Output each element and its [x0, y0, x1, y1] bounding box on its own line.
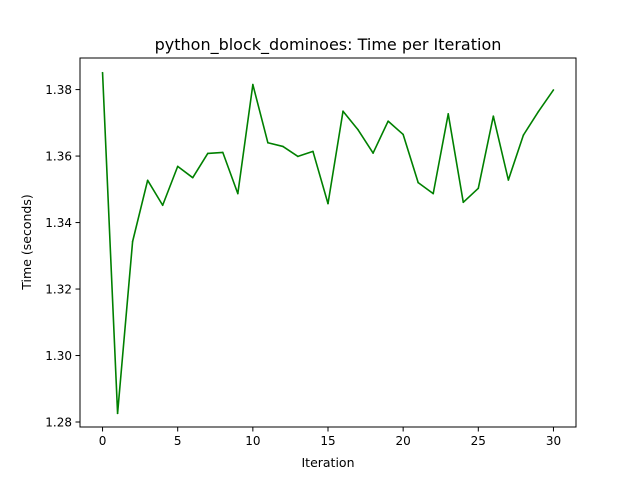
data-point	[537, 110, 540, 113]
data-point	[522, 134, 525, 136]
x-tick-label: 30	[546, 434, 561, 448]
y-axis-label: Time (seconds)	[19, 194, 34, 290]
data-point	[252, 83, 254, 86]
data-point	[372, 152, 374, 154]
data-point	[237, 192, 239, 195]
data-point	[387, 120, 389, 122]
x-tick-label: 20	[396, 434, 411, 448]
data-point	[357, 129, 359, 131]
data-point	[552, 89, 555, 91]
y-tick-label: 1.34	[45, 216, 72, 230]
data-point	[282, 145, 284, 148]
x-tick-label: 15	[320, 434, 335, 448]
y-tick-label: 1.36	[45, 150, 72, 164]
data-point	[191, 176, 194, 179]
x-tick-label: 0	[99, 434, 107, 448]
data-point	[447, 113, 450, 115]
y-tick-label: 1.30	[45, 349, 72, 363]
data-point	[432, 192, 435, 195]
plot-frame	[79, 57, 577, 428]
data-point	[267, 141, 269, 144]
data-point	[116, 412, 119, 415]
data-point	[417, 181, 419, 184]
y-tick-label: 1.28	[45, 416, 72, 430]
data-point	[402, 133, 404, 136]
data-point	[176, 165, 179, 168]
data-point	[492, 115, 495, 117]
data-point	[146, 179, 149, 182]
x-tick-label: 5	[174, 434, 182, 448]
data-point	[477, 187, 480, 190]
data-point	[221, 151, 224, 154]
y-axis-ticks: 1.28 1.30 1.32 1.34 1.36 1.38	[45, 83, 80, 430]
x-tick-label: 10	[245, 434, 260, 448]
y-tick-label: 1.32	[45, 283, 72, 297]
data-point	[327, 202, 329, 205]
data-point	[161, 204, 164, 207]
data-point	[206, 152, 209, 155]
x-axis-ticks: 0 5 10 15 20 25 30	[99, 427, 561, 448]
data-point	[297, 155, 299, 158]
data-point	[312, 150, 314, 153]
y-tick-label: 1.38	[45, 83, 72, 97]
data-point	[342, 110, 344, 112]
x-axis-label: Iteration	[301, 455, 354, 470]
series-layer	[101, 71, 555, 415]
data-point	[462, 201, 465, 204]
data-point	[131, 240, 134, 243]
chart-title: python_block_dominoes: Time per Iteratio…	[155, 35, 502, 55]
data-point	[101, 71, 104, 74]
x-tick-label: 25	[471, 434, 486, 448]
plot-area	[79, 57, 577, 428]
data-point	[507, 179, 510, 181]
